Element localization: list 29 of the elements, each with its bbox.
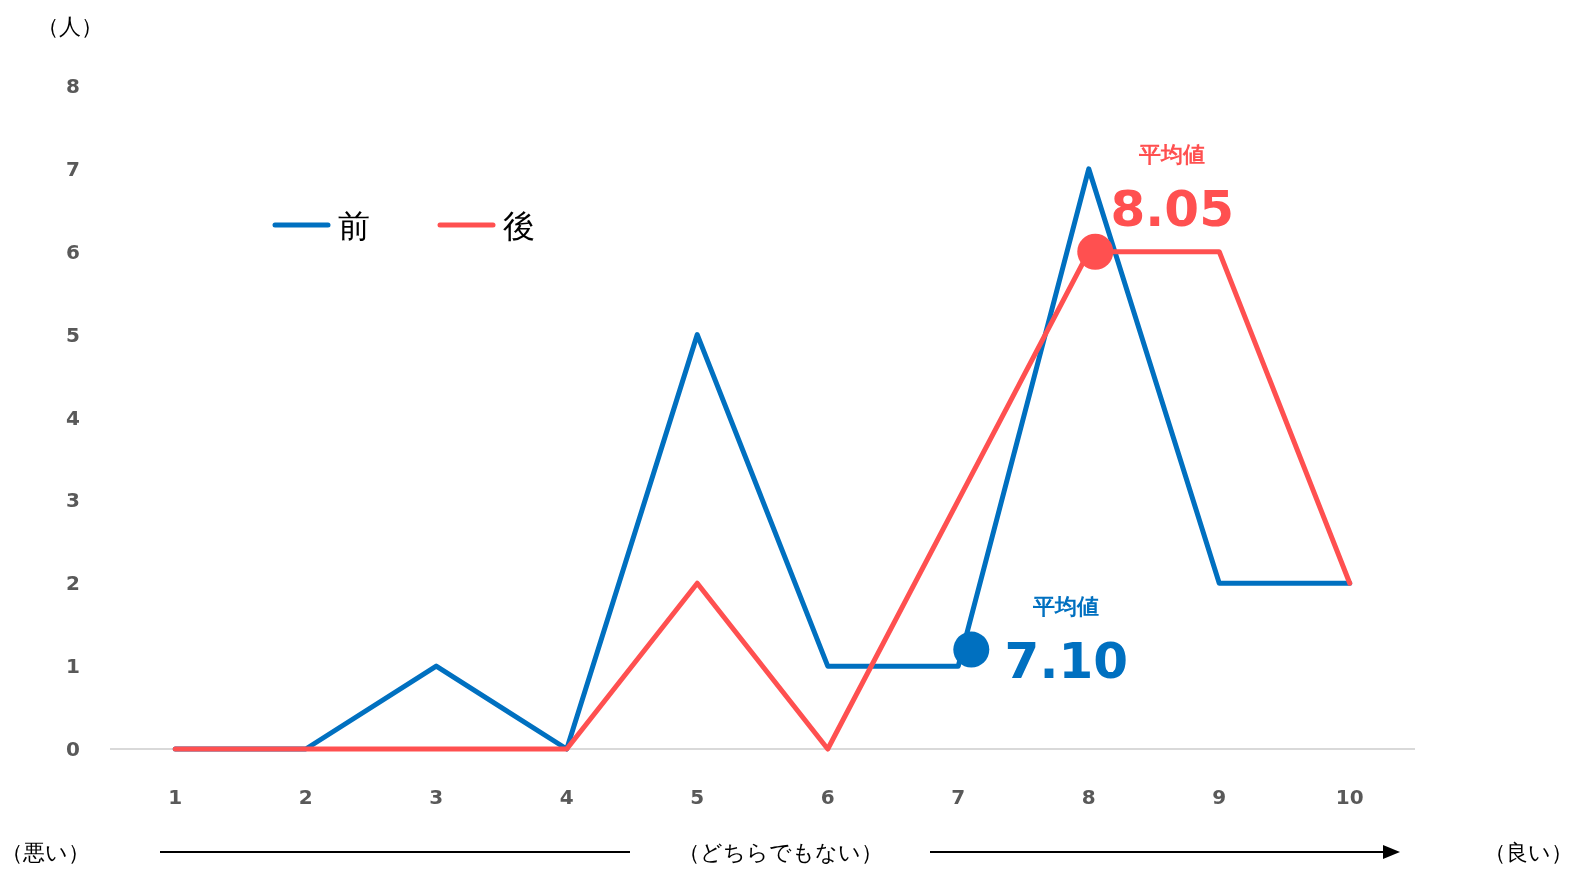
x-tick-label: 10 — [1335, 785, 1364, 809]
text: （どちらでもない） — [677, 840, 883, 865]
y-tick-label: 1 — [66, 654, 80, 679]
x-tick-label: 2 — [298, 785, 313, 809]
y-tick-label: 4 — [66, 405, 80, 430]
y-tick-label: 0 — [66, 737, 80, 761]
x-tick-label: 8 — [1081, 785, 1096, 809]
annotation: 平均値 — [1032, 593, 1100, 619]
annotation: 平均値 — [1138, 141, 1206, 167]
x-tick-label: 7 — [951, 785, 966, 809]
text: （良い） — [1483, 840, 1573, 865]
x-tick-label: 5 — [690, 785, 705, 809]
x-tick-label: 1 — [168, 785, 183, 809]
y-tick-label: 6 — [66, 239, 80, 264]
x-tick-label: 4 — [559, 785, 574, 809]
y-axis-title: （人） — [37, 14, 103, 39]
y-tick-label: 2 — [66, 571, 80, 596]
annotation: 7.10 — [1004, 631, 1128, 690]
y-tick-label: 7 — [66, 156, 80, 181]
annotation: 8.05 — [1110, 179, 1234, 238]
x-tick-label: 6 — [820, 785, 835, 809]
text: （悪い） — [0, 840, 90, 865]
y-tick-label: 5 — [66, 322, 80, 347]
y-tick-label: 3 — [66, 488, 80, 513]
x-tick-label: 3 — [429, 785, 444, 809]
legend-label: 後 — [503, 207, 535, 245]
x-tick-label: 9 — [1212, 785, 1227, 809]
legend-label: 前 — [338, 207, 370, 245]
y-tick-label: 8 — [66, 74, 80, 98]
